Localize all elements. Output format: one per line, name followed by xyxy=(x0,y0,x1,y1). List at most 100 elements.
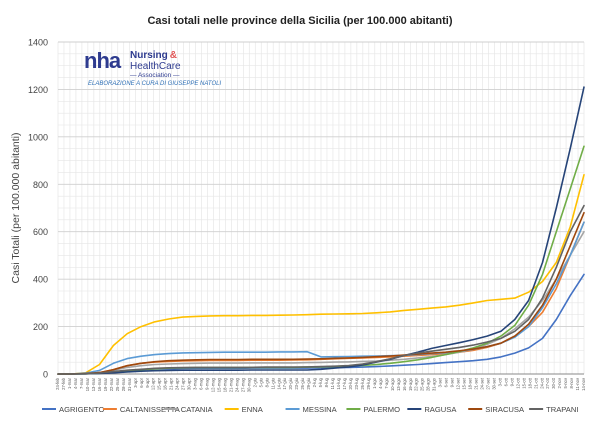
legend-label-siracusa: SIRACUSA xyxy=(485,405,525,414)
legend-label-palermo: PALERMO xyxy=(363,405,400,414)
x-tick-label: 30-mag xyxy=(246,377,251,392)
x-tick-label: 18-apr xyxy=(163,377,168,390)
x-tick-label: 28-mar xyxy=(121,377,126,391)
x-tick-label: 30-set xyxy=(491,377,496,389)
x-tick-label: 21-ott xyxy=(533,377,538,389)
logo-nursing: Nursing xyxy=(130,50,168,61)
y-tick-label: 1200 xyxy=(28,85,48,95)
x-tick-label: 4-mar xyxy=(73,377,78,389)
x-tick-label: 9-ott xyxy=(509,377,514,386)
x-tick-label: 28-ago xyxy=(426,377,431,391)
x-tick-label: 20-giu xyxy=(288,377,293,389)
logo: nha Nursing & HealthCare — Association — … xyxy=(84,48,221,94)
series-line-enna xyxy=(57,174,585,375)
x-tick-label: 6-ott xyxy=(503,377,508,386)
x-tick-label: 14-giu xyxy=(276,377,281,389)
x-tick-label: 17-lug xyxy=(342,377,347,389)
legend-label-ragusa: RAGUSA xyxy=(424,405,457,414)
x-tick-label: 12-mag xyxy=(211,377,216,392)
x-tick-label: 24-ott xyxy=(539,377,544,389)
x-tick-label: 5-giu xyxy=(258,377,263,387)
x-tick-label: 14-nov xyxy=(581,377,586,391)
logo-line-1: Nursing & xyxy=(130,50,177,61)
x-tick-label: 1-ago xyxy=(372,377,377,388)
legend-label-enna: ENNA xyxy=(242,405,264,414)
logo-line-3: — Association — xyxy=(130,72,180,79)
x-tick-label: 26-lug xyxy=(360,377,365,389)
x-tick-label: 12-apr xyxy=(151,377,156,390)
x-tick-label: 27-apr xyxy=(181,377,186,390)
x-tick-label: 19-ago xyxy=(408,377,413,391)
x-tick-label: 12-set xyxy=(456,377,461,389)
x-tick-label: 25-ago xyxy=(420,377,425,391)
series-line-siracusa xyxy=(57,211,585,375)
x-tick-label: 5-lug xyxy=(318,377,323,387)
x-tick-label: 8-lug xyxy=(324,377,329,387)
x-tick-label: 29-giu xyxy=(306,377,311,389)
x-tick-label: 27-feb xyxy=(61,377,66,390)
series-line-ragusa xyxy=(57,86,585,375)
x-tick-label: 25-mar xyxy=(115,377,120,391)
x-tick-label: 9-mag xyxy=(205,377,210,390)
x-tick-label: 3-mag xyxy=(193,377,198,390)
x-tick-label: 26-giu xyxy=(300,377,305,389)
x-tick-label: 2-giu xyxy=(252,377,257,387)
x-tick-label: 8-nov xyxy=(569,377,574,388)
x-tick-label: 18-set xyxy=(468,377,473,389)
y-tick-label: 1400 xyxy=(28,38,48,48)
x-tick-label: 15-apr xyxy=(157,377,162,390)
x-tick-label: 21-mag xyxy=(228,377,233,392)
x-tick-label: 13-ago xyxy=(396,377,401,391)
x-tick-label: 24-feb xyxy=(55,377,60,390)
x-tick-label: 5-nov xyxy=(563,377,568,388)
x-tick-label: 15-set xyxy=(462,377,467,389)
x-tick-label: 2-lug xyxy=(312,377,317,387)
x-tick-label: 27-set xyxy=(485,377,490,389)
legend-label-trapani: TRAPANI xyxy=(546,405,578,414)
x-tick-label: 12-ott xyxy=(515,377,520,389)
x-tick-label: 11-lug xyxy=(330,377,335,389)
x-tick-label: 30-ott xyxy=(551,377,556,389)
y-axis-label: Casi Totali (per 100.000 abitanti) xyxy=(10,133,22,284)
x-tick-label: 11-nov xyxy=(575,377,580,390)
logo-line-2: HealthCare xyxy=(130,61,181,72)
x-tick-label: 6-mag xyxy=(199,377,204,390)
x-tick-label: 14-lug xyxy=(336,377,341,389)
x-tick-label: 6-apr xyxy=(139,377,144,387)
x-tick-label: 9-set xyxy=(450,377,455,387)
x-tick-label: 29-lug xyxy=(366,377,371,389)
x-tick-label: 15-ott xyxy=(521,377,526,389)
x-tick-label: 30-apr xyxy=(187,377,192,390)
x-tick-label: 3-set xyxy=(438,377,443,387)
x-tick-label: 4-ago xyxy=(378,377,383,388)
x-tick-label: 2-nov xyxy=(557,377,562,388)
x-tick-label: 16-mar xyxy=(97,377,102,391)
x-tick-label: 16-ago xyxy=(402,377,407,391)
y-tick-label: 600 xyxy=(33,227,48,237)
x-tick-label: 9-apr xyxy=(145,377,150,387)
x-tick-label: 6-set xyxy=(444,377,449,387)
x-tick-label: 20-lug xyxy=(348,377,353,389)
x-tick-label: 3-apr xyxy=(133,377,138,387)
x-tick-label: 10-ago xyxy=(390,377,395,391)
x-tick-label: 11-giu xyxy=(270,377,275,389)
x-tick-label: 31-ago xyxy=(432,377,437,391)
x-tick-label: 22-ago xyxy=(414,377,419,391)
x-tick-label: 7-ago xyxy=(384,377,389,388)
x-tick-label: 3-ott xyxy=(497,377,502,386)
x-tick-label: 17-giu xyxy=(282,377,287,389)
logo-credit: ELABORAZIONE A CURA DI GIUSEPPE NATOLI xyxy=(88,81,222,87)
y-tick-label: 400 xyxy=(33,275,48,285)
x-tick-label: 21-set xyxy=(474,377,479,389)
x-tick-label: 18-mag xyxy=(222,377,227,392)
y-tick-label: 0 xyxy=(43,370,48,380)
x-tick-label: 1-mar xyxy=(67,377,72,389)
x-tick-label: 24-apr xyxy=(175,377,180,390)
x-tick-label: 23-lug xyxy=(354,377,359,389)
legend-label-catania: CATANIA xyxy=(181,405,214,414)
chart-title: Casi totali nelle province della Sicilia… xyxy=(147,15,452,27)
x-tick-label: 18-ott xyxy=(527,377,532,389)
legend-label-agrigento: AGRIGENTO xyxy=(59,405,105,414)
